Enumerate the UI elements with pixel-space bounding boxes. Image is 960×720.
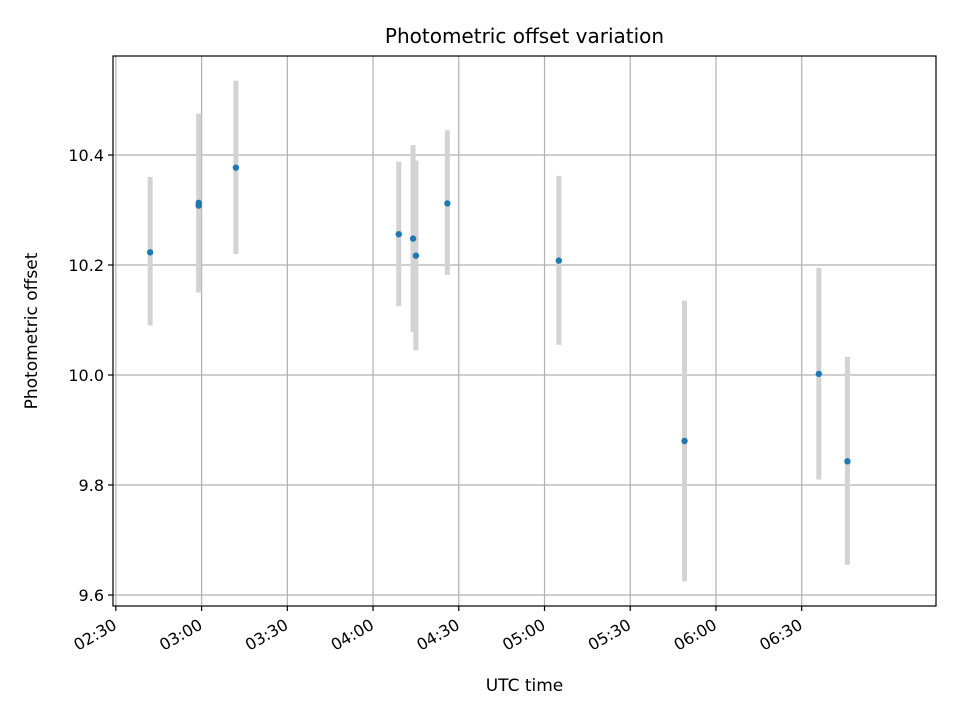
data-point <box>232 164 240 171</box>
plot-frame <box>112 55 937 607</box>
data-point <box>412 252 420 259</box>
grid <box>113 56 936 606</box>
data-point <box>815 370 823 378</box>
y-axis-title: Photometric offset <box>22 252 42 409</box>
chart-title: Photometric offset variation <box>385 24 664 48</box>
y-tick-label: 10.4 <box>68 146 104 165</box>
y-tick-label: 10.0 <box>68 366 104 385</box>
y-tick-label: 9.6 <box>79 586 104 605</box>
y-tick-label: 9.8 <box>79 476 104 495</box>
data-point <box>444 200 451 207</box>
data-points <box>146 164 851 465</box>
data-point <box>844 458 851 465</box>
x-axis-title: UTC time <box>486 676 564 696</box>
data-point <box>681 437 688 445</box>
data-point <box>409 235 417 242</box>
data-point <box>555 257 562 264</box>
data-point <box>395 231 402 238</box>
y-tick-label: 10.2 <box>68 256 104 275</box>
data-point <box>195 202 202 209</box>
data-point <box>146 249 154 256</box>
